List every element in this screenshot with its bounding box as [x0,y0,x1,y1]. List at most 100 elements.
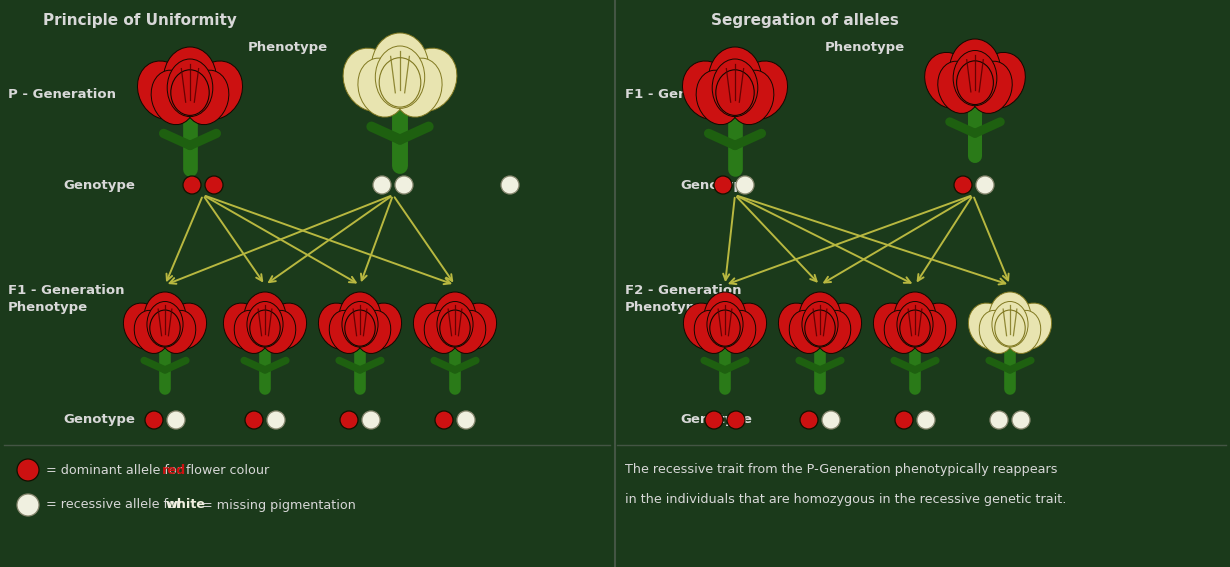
Ellipse shape [925,52,974,108]
Ellipse shape [151,70,196,125]
Ellipse shape [736,61,787,120]
Text: The recessive trait from the P-Generation phenotypically reappears: The recessive trait from the P-Generatio… [625,463,1058,476]
Ellipse shape [694,310,729,353]
Ellipse shape [266,303,306,349]
Ellipse shape [726,303,766,349]
Ellipse shape [995,310,1025,346]
Ellipse shape [729,70,774,125]
Ellipse shape [342,302,378,347]
Ellipse shape [968,303,1010,349]
Circle shape [501,176,519,194]
Ellipse shape [800,292,841,341]
Circle shape [339,411,358,429]
Ellipse shape [915,303,957,349]
Ellipse shape [683,61,734,120]
Text: F1 - Generation: F1 - Generation [625,88,742,101]
Circle shape [245,411,263,429]
Ellipse shape [138,61,189,120]
Ellipse shape [360,303,401,349]
Ellipse shape [244,292,285,341]
Ellipse shape [884,310,919,353]
Text: Genotype: Genotype [63,413,135,426]
Text: Phenotype: Phenotype [825,41,905,54]
Ellipse shape [989,292,1031,341]
Ellipse shape [937,61,980,113]
Circle shape [435,411,453,429]
Ellipse shape [395,58,442,117]
Ellipse shape [710,310,740,346]
Ellipse shape [247,302,283,347]
Ellipse shape [191,61,242,120]
Ellipse shape [979,310,1015,353]
Circle shape [167,411,184,429]
Circle shape [17,459,39,481]
Ellipse shape [716,70,754,116]
Circle shape [895,411,913,429]
Ellipse shape [815,310,851,353]
Ellipse shape [343,48,400,112]
Ellipse shape [339,292,381,341]
Ellipse shape [319,303,360,349]
Ellipse shape [434,292,476,341]
Text: P - Generation: P - Generation [9,88,116,101]
Ellipse shape [696,70,740,125]
Circle shape [183,176,200,194]
Text: white: white [166,498,205,511]
Ellipse shape [146,302,183,347]
Circle shape [705,411,723,429]
Text: Phenotype: Phenotype [625,302,705,315]
Text: = missing pigmentation: = missing pigmentation [198,498,355,511]
Text: = recessive allele for: = recessive allele for [46,498,186,511]
Ellipse shape [150,310,181,346]
Ellipse shape [684,303,724,349]
Circle shape [362,411,380,429]
Ellipse shape [358,58,406,117]
Circle shape [990,411,1009,429]
Ellipse shape [330,310,364,353]
Ellipse shape [375,46,424,108]
Ellipse shape [400,48,456,112]
Text: F1 - Generation: F1 - Generation [9,284,124,297]
Ellipse shape [957,61,994,104]
Ellipse shape [721,310,755,353]
Text: Segregation of alleles: Segregation of alleles [711,12,899,28]
Circle shape [145,411,164,429]
Ellipse shape [355,310,391,353]
Ellipse shape [371,33,428,100]
Ellipse shape [1006,310,1041,353]
Ellipse shape [779,303,819,349]
Circle shape [975,176,994,194]
Ellipse shape [224,303,264,349]
Ellipse shape [451,310,486,353]
Circle shape [395,176,413,194]
Circle shape [17,494,39,516]
Ellipse shape [424,310,459,353]
Ellipse shape [261,310,295,353]
Circle shape [800,411,818,429]
Ellipse shape [975,52,1026,108]
Text: Principle of Uniformity: Principle of Uniformity [43,12,237,28]
Ellipse shape [790,310,824,353]
Ellipse shape [161,310,196,353]
Ellipse shape [344,310,375,346]
Ellipse shape [437,302,474,347]
Circle shape [205,176,223,194]
Circle shape [1012,411,1030,429]
Text: Genotype: Genotype [680,179,752,192]
Circle shape [713,176,732,194]
Circle shape [736,176,754,194]
Circle shape [954,176,972,194]
Circle shape [918,411,935,429]
Ellipse shape [1010,303,1052,349]
Ellipse shape [379,58,421,107]
Ellipse shape [165,303,207,349]
Ellipse shape [894,292,936,341]
Ellipse shape [455,303,497,349]
Circle shape [727,411,745,429]
Ellipse shape [184,70,229,125]
Text: F2 - Generation: F2 - Generation [625,284,742,297]
Ellipse shape [970,61,1012,113]
Ellipse shape [250,310,280,346]
Ellipse shape [950,39,1000,99]
Ellipse shape [804,310,835,346]
